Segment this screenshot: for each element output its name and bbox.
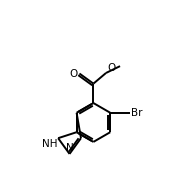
Text: O: O — [107, 63, 115, 73]
Text: NH: NH — [42, 139, 57, 149]
Text: Br: Br — [131, 108, 143, 118]
Text: N: N — [66, 143, 73, 153]
Text: O: O — [69, 68, 77, 79]
